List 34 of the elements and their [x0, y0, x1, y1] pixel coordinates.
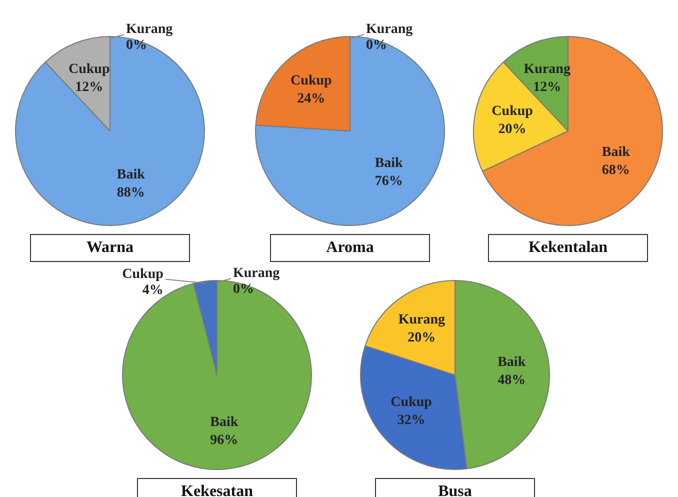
legend-label: Kurang	[366, 22, 413, 38]
slice-label: Baik	[116, 167, 146, 182]
text: Aroma	[270, 234, 430, 262]
text: Kekentalan	[488, 234, 648, 262]
slice-label: Kurang	[398, 312, 446, 328]
data-label: 48%	[498, 373, 526, 388]
legend-label: Kurang	[233, 266, 280, 282]
data-label: 12%	[75, 80, 104, 95]
data-label: 88%	[116, 185, 145, 200]
slice-label: Cukup	[68, 62, 110, 77]
slice-label: Baik	[602, 144, 630, 160]
text: Kekesatan	[137, 478, 297, 497]
slice-label: Baik	[374, 156, 404, 171]
data-label: 4%	[142, 282, 164, 298]
data-label: 68%	[602, 162, 630, 178]
data-label: 24%	[297, 91, 326, 106]
text: 0%	[233, 282, 254, 298]
data-label: 20%	[498, 122, 526, 137]
slice-label: Baik	[210, 414, 238, 430]
slice-label: Cukup	[492, 104, 534, 119]
data-label: 76%	[374, 174, 403, 189]
data-label: 12%	[533, 80, 562, 95]
legend-label: Kurang	[126, 22, 173, 38]
data-label: 96%	[210, 432, 238, 448]
slice-label: Cukup	[290, 73, 332, 88]
slice-label: Cukup	[390, 394, 432, 410]
slice-label: Cukup	[122, 266, 164, 282]
slice-label: Baik	[498, 355, 526, 370]
data-label: 32%	[397, 412, 426, 428]
text: Busa	[375, 478, 535, 497]
text: 0%	[366, 38, 387, 54]
text: 0%	[126, 38, 147, 54]
text: Warna	[30, 234, 190, 262]
data-label: 20%	[408, 330, 436, 346]
